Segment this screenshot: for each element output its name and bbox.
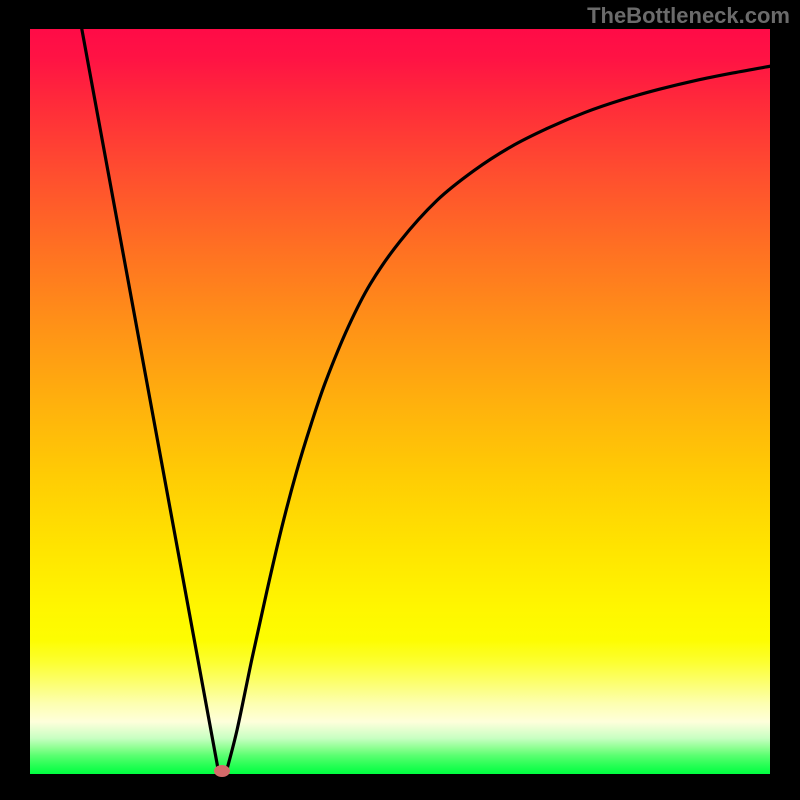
plot-area	[30, 29, 770, 774]
watermark-text: TheBottleneck.com	[587, 3, 790, 29]
minimum-marker	[214, 765, 230, 777]
gradient-background	[30, 29, 770, 774]
